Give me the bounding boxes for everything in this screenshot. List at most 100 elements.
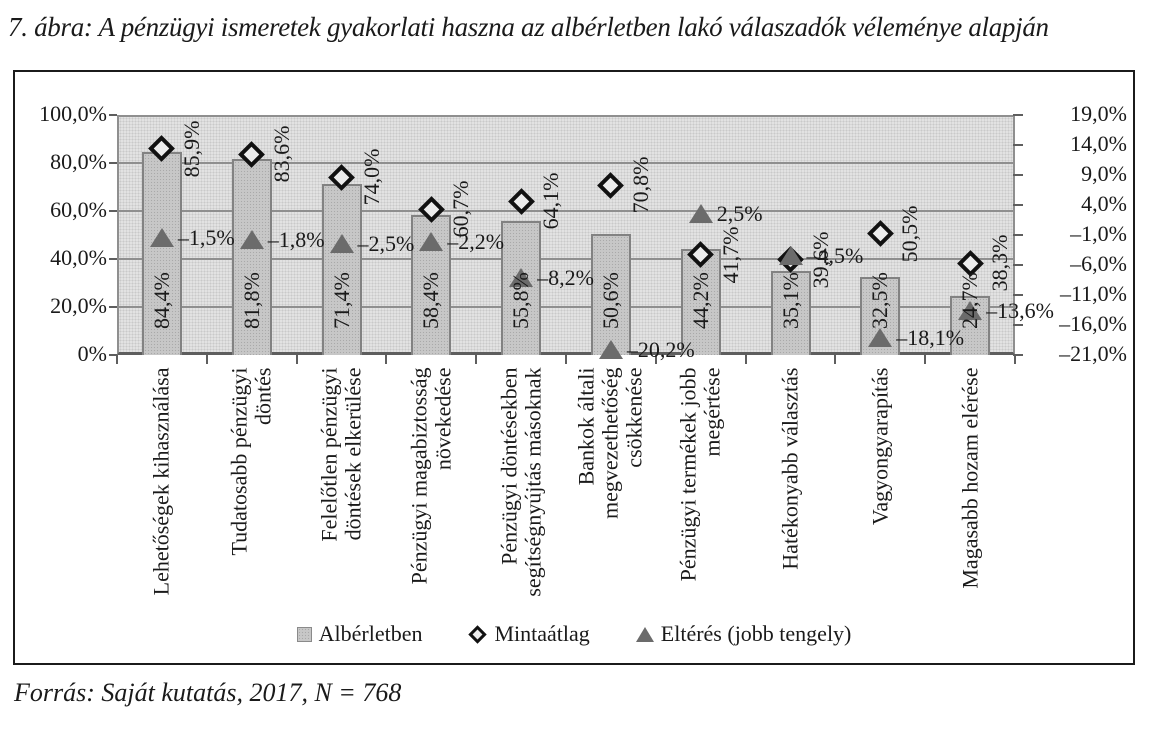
right-axis-tick-label: –11,0% [1059,281,1127,306]
category-axis-label: Lehetőségek kihasználása [148,367,174,595]
bottom-axis-tick [1014,355,1016,364]
left-axis-tick [109,162,117,164]
left-axis-tick [109,258,117,260]
triangle-marker-elteres [149,228,174,247]
bar-alberletben [860,277,901,355]
chart-frame: Albérletben Mintaátlag Eltérés (jobb tenge… [13,70,1135,665]
triangle-value-label: –20,2% [626,337,695,363]
gridline [119,306,1013,308]
triangle-marker-elteres [329,234,354,253]
right-axis-tick [1013,354,1023,356]
triangle-marker-elteres [868,327,893,347]
bar-value-label: 50,6% [597,272,623,329]
triangle-value-label: –18,1% [896,324,965,350]
bottom-axis-tick [744,355,747,364]
legend-label: Eltérés (jobb tengely) [660,621,852,646]
category-axis-label: Felelőtlen pénzügyi döntések elkerülése [316,367,366,542]
triangle-marker-elteres [509,268,534,288]
bar-alberletben [590,233,631,355]
triangle-value-label: 2,5% [716,201,763,226]
left-axis-tick-label: 60,0% [50,197,107,222]
category-axis-label: Pénzügyi termékek jobb megértése [675,367,725,581]
right-axis-tick [1013,324,1023,326]
bottom-axis-tick [565,355,567,364]
bar-alberletben [770,270,811,355]
legend-label: Mintaátlag [494,621,590,646]
bottom-axis-tick [654,355,657,364]
left-axis-tick [109,114,117,116]
left-axis-tick-label: 20,0% [50,293,107,318]
gridline [119,210,1013,212]
figure-title: 7. ábra: A pénzügyi ismeretek gyakorlati… [8,12,1049,42]
legend-item-square: Albérletben [296,621,422,647]
right-axis-tick [1013,234,1023,236]
right-axis-tick [1013,144,1023,146]
diamond-value-label: 85,9% [178,120,204,178]
left-axis-tick-label: 0% [77,341,107,366]
triangle-value-label: –13,6% [986,297,1054,323]
triangle-marker-elteres [598,340,623,360]
triangle-value-label: –2,5% [357,231,415,256]
bar-value-label: 24,7% [957,272,983,329]
bar-value-label: 32,5% [867,272,893,329]
bar-value-label: 84,4% [148,272,174,329]
left-axis-tick [109,210,117,212]
category-axis-label: Magasabb hozam elérése [957,367,983,589]
left-axis-tick-label: 100,0% [39,101,107,126]
right-axis-tick-label: 9,0% [1081,161,1127,186]
category-axis-label: Pénzügyi döntésekben segítségnyújtás más… [496,367,546,597]
diamond-value-label: 50,5% [897,205,923,263]
gridline [119,162,1013,164]
triangle-value-label: –1,8% [267,226,325,252]
legend: Albérletben Mintaátlag Eltérés (jobb tenge… [15,614,1133,654]
category-axis-label: Hatékonyabb választás [777,367,803,570]
right-axis-tick [1013,264,1023,266]
triangle-marker-elteres [239,229,264,249]
left-axis-tick-label: 40,0% [50,245,107,270]
legend-item-triangle: Eltérés (jobb tengely) [635,621,852,647]
triangle-legend-marker-icon [635,626,654,642]
bottom-axis-tick [834,355,837,364]
triangle-marker-elteres [778,246,803,265]
diamond-value-label: 38,3% [987,234,1013,292]
diamond-value-label: 74,0% [358,148,384,206]
right-axis-tick [1013,294,1023,296]
bottom-axis-tick [205,355,208,364]
left-axis-tick-label: 80,0% [50,149,107,174]
diamond-value-label: 83,6% [268,125,294,183]
triangle-value-label: –1,5% [177,225,235,250]
bottom-axis-tick [116,355,118,364]
category-axis-label: Tudatosabb pénzügyi döntés [226,367,276,556]
bottom-axis-tick [385,355,388,364]
bar-value-label: 58,4% [418,272,444,329]
bar-value-label: 35,1% [777,272,803,329]
bar-alberletben [231,158,272,355]
triangle-value-label: –2,2% [447,229,505,255]
right-axis-tick [1013,204,1023,206]
category-axis-label: Pénzügyi magabiztosság növekedése [406,367,456,584]
right-axis-tick-label: –6,0% [1070,251,1127,276]
right-axis-tick-label: 14,0% [1070,131,1127,156]
diamond-legend-marker-icon [468,624,488,644]
bar-alberletben [321,183,362,355]
triangle-value-label: –8,2% [537,265,594,291]
triangle-marker-elteres [958,300,983,320]
right-axis-tick-label: –21,0% [1059,341,1127,366]
source-note: Forrás: Saját kutatás, 2017, N = 768 [14,678,402,707]
bar-value-label: 55,8% [508,272,534,329]
diamond-value-label: 70,8% [627,156,653,214]
gridline [119,258,1013,260]
right-axis-tick [1013,174,1023,176]
triangle-marker-elteres [419,232,444,252]
bottom-axis-tick [295,355,298,364]
bar-alberletben [501,221,542,355]
left-axis-tick [109,354,117,356]
right-axis-tick-label: 19,0% [1070,101,1127,126]
left-axis-tick [109,306,117,308]
category-axis-label: Vagyongyarapítás [867,367,893,525]
bar-value-label: 81,8% [238,272,264,329]
bar-value-label: 44,2% [687,272,713,329]
triangle-marker-elteres [688,204,713,223]
square-legend-marker-icon [296,626,312,642]
